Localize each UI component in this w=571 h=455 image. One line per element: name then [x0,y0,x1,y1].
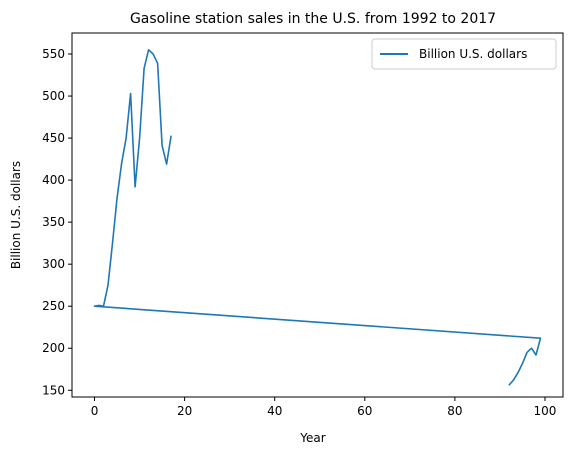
y-tick-label: 200 [42,341,65,355]
x-axis: 0 20 40 60 80 100 [91,397,557,418]
x-tick-label: 40 [267,404,282,418]
y-tick-label: 300 [42,257,65,271]
x-tick-label: 20 [177,404,192,418]
plot-frame [71,32,564,398]
y-tick-label: 250 [42,299,65,313]
y-axis: 150 200 250 300 350 400 450 500 550 [42,47,72,397]
y-tick-label: 450 [42,131,65,145]
x-tick-label: 0 [91,404,99,418]
y-tick-label: 500 [42,89,65,103]
x-tick-label: 60 [357,404,372,418]
y-axis-label: Billion U.S. dollars [9,161,23,269]
x-tick-label: 80 [447,404,462,418]
x-tick-label: 100 [534,404,557,418]
chart-title: Gasoline station sales in the U.S. from … [130,11,496,27]
y-tick-label: 150 [42,383,65,397]
x-axis-label: Year [299,431,325,445]
series-layer [93,48,542,386]
legend-label: Billion U.S. dollars [419,47,527,61]
y-tick-label: 550 [42,47,65,61]
y-tick-label: 350 [42,215,65,229]
y-tick-label: 400 [42,173,65,187]
series-line [93,48,542,386]
legend-box [371,38,557,70]
legend: Billion U.S. dollars [371,38,557,70]
